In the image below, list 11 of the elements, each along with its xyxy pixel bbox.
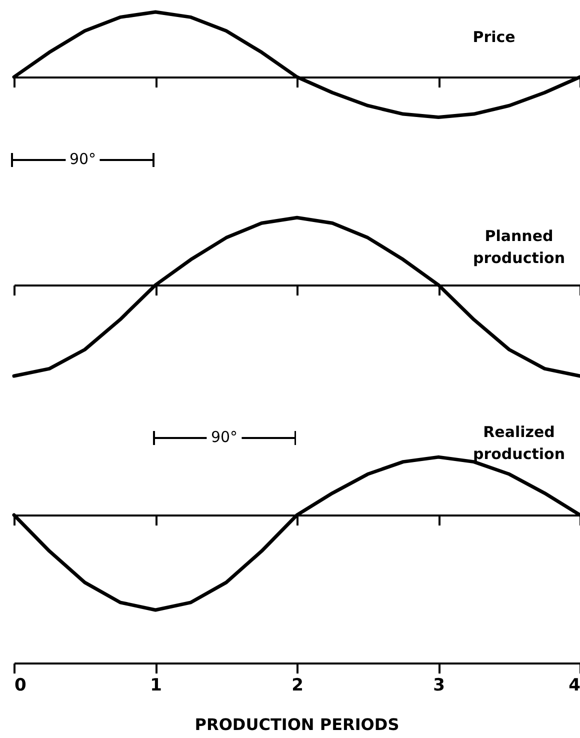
text: Price — [472, 28, 516, 46]
text: Planned production — [472, 227, 566, 267]
text: 90° — [206, 428, 242, 446]
x-tick-label: 1 — [150, 676, 162, 696]
x-axis-title: PRODUCTION PERIODS — [194, 715, 400, 734]
x-tick-label: 0 — [14, 676, 26, 696]
x-tick-label: 2 — [292, 676, 304, 696]
text: 90° — [65, 150, 100, 168]
x-tick-label: 4 — [568, 676, 580, 696]
x-tick-label: 3 — [433, 676, 445, 696]
series-label: Realized production — [472, 423, 566, 463]
